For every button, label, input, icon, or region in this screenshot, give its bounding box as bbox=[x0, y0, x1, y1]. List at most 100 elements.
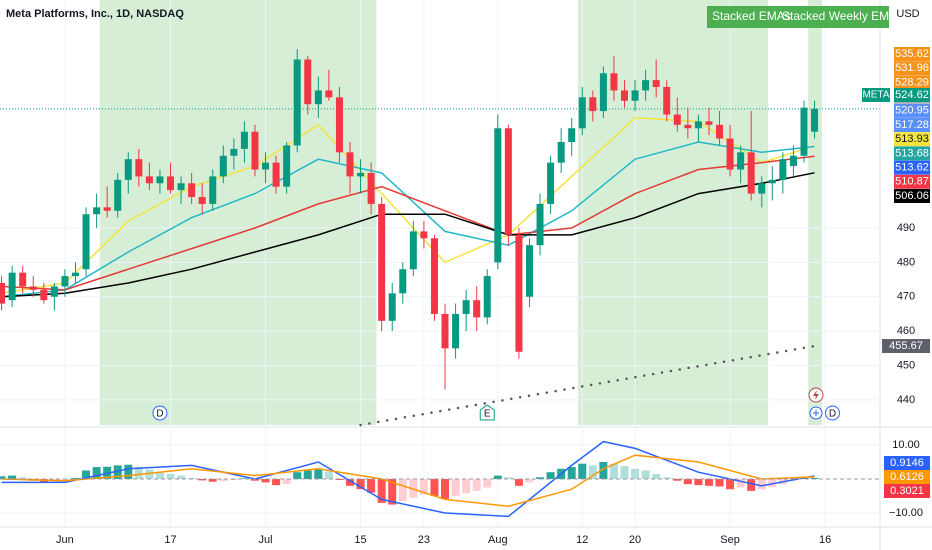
histogram-bar bbox=[683, 479, 692, 485]
price-tag bbox=[894, 146, 930, 161]
candle-body bbox=[652, 80, 660, 87]
price-tag-label: 517.28 bbox=[895, 119, 929, 131]
histogram-bar bbox=[8, 475, 17, 480]
event-label: D bbox=[829, 409, 836, 420]
candle-body bbox=[515, 234, 523, 352]
candle-body bbox=[800, 107, 808, 156]
candle-body bbox=[145, 176, 153, 184]
x-tick-label: 15 bbox=[354, 534, 366, 546]
candle-body bbox=[483, 276, 491, 318]
histogram-bar bbox=[736, 479, 745, 488]
candle-body bbox=[124, 159, 132, 180]
forecast-tag-label: 455.67 bbox=[889, 340, 923, 352]
histogram-bar bbox=[282, 479, 291, 485]
x-tick-label: Jul bbox=[258, 534, 272, 546]
candle-body bbox=[673, 114, 681, 125]
candle-body bbox=[557, 142, 565, 163]
candle-body bbox=[589, 97, 597, 112]
candle-body bbox=[642, 80, 650, 91]
histogram-bar bbox=[546, 472, 555, 480]
candle-body bbox=[8, 272, 16, 301]
currency[interactable]: USD bbox=[896, 8, 919, 20]
histogram-bar bbox=[177, 475, 186, 480]
histogram-bar bbox=[641, 470, 650, 480]
header: Meta Platforms, Inc., 1D, NASDAQ Stacked… bbox=[6, 6, 920, 420]
candle-body bbox=[779, 159, 787, 180]
histogram-bar bbox=[747, 479, 756, 491]
candle-body bbox=[114, 179, 122, 211]
candle-body bbox=[156, 176, 164, 184]
histogram-bar bbox=[525, 479, 534, 483]
price-tag-label: 513.68 bbox=[895, 147, 929, 159]
histogram-bar bbox=[155, 471, 164, 480]
histogram-bar bbox=[441, 479, 450, 499]
forecast-tag bbox=[882, 339, 930, 354]
histogram-bar bbox=[409, 479, 418, 498]
candle-body bbox=[50, 286, 58, 297]
badge-box[interactable] bbox=[707, 6, 889, 28]
y-tick-label: 480 bbox=[897, 256, 915, 268]
candle-body bbox=[378, 203, 386, 321]
price-tag bbox=[894, 174, 930, 189]
candle-body bbox=[473, 300, 481, 318]
title: Meta Platforms, Inc., 1D, NASDAQ bbox=[6, 8, 184, 20]
candle-body bbox=[388, 293, 396, 321]
last-price-tag-label: 524.62 bbox=[895, 89, 929, 101]
value-tag-label: 0.3021 bbox=[890, 485, 924, 497]
line-series bbox=[1, 141, 815, 298]
x-tick-label: 23 bbox=[418, 534, 430, 546]
histogram-bar bbox=[345, 479, 354, 486]
histogram-bar bbox=[219, 479, 228, 482]
histogram-bar bbox=[451, 479, 460, 497]
histogram-bar bbox=[229, 479, 238, 481]
candle-body bbox=[240, 131, 248, 149]
histogram-bar bbox=[430, 479, 439, 497]
histogram-bar bbox=[726, 479, 735, 490]
histogram-bar bbox=[599, 461, 608, 480]
candle-body bbox=[93, 207, 101, 215]
candle-body bbox=[726, 138, 734, 170]
histogram-bar bbox=[462, 479, 471, 494]
candle-body bbox=[430, 238, 438, 314]
histogram-bar bbox=[514, 479, 523, 486]
candle-body bbox=[357, 172, 365, 177]
alert-bolt bbox=[813, 390, 819, 400]
value-tag bbox=[884, 470, 930, 484]
badge[interactable]: Stacked Weekly EMAs bbox=[782, 9, 903, 23]
line-series bbox=[1, 440, 815, 518]
symbol-tag bbox=[862, 88, 890, 102]
last-price-tag bbox=[894, 88, 930, 102]
y-tick-label: 490 bbox=[897, 222, 915, 234]
histogram-bar bbox=[609, 463, 618, 480]
histogram-bar bbox=[324, 471, 333, 480]
event-marker bbox=[479, 404, 495, 421]
histogram-bar bbox=[367, 479, 376, 493]
histogram-bar bbox=[240, 478, 249, 480]
histogram-bar bbox=[388, 479, 397, 505]
candle-body bbox=[219, 155, 227, 177]
candle-body bbox=[29, 286, 37, 290]
x-tick-label: 12 bbox=[576, 534, 588, 546]
y-tick-label: 460 bbox=[897, 325, 915, 337]
histogram-bar bbox=[82, 470, 91, 480]
event-marker bbox=[824, 405, 840, 421]
candle-body bbox=[293, 59, 301, 146]
highlight-range bbox=[808, 0, 822, 425]
candle-body bbox=[737, 152, 745, 170]
histogram-bar bbox=[536, 477, 545, 480]
candle-body bbox=[789, 155, 797, 167]
histogram-bar bbox=[261, 479, 270, 483]
candle-body bbox=[82, 214, 90, 270]
candle-body bbox=[367, 172, 375, 204]
badge[interactable]: Stacked EMAs bbox=[712, 9, 791, 23]
price-tag-label: 513.93 bbox=[895, 133, 929, 145]
event-label: D bbox=[156, 409, 163, 420]
histogram-bar bbox=[757, 479, 766, 490]
histogram-bar bbox=[145, 469, 154, 480]
candle-body bbox=[599, 73, 607, 112]
x-tick-label: Sep bbox=[720, 534, 740, 546]
highlight-range bbox=[578, 0, 769, 425]
candle-body bbox=[536, 203, 544, 246]
